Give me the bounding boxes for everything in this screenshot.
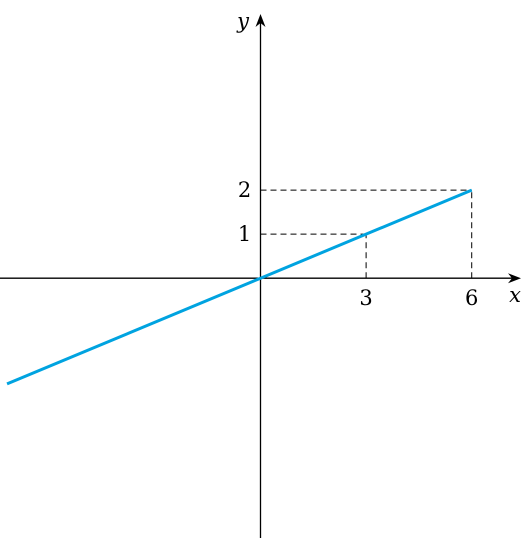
x-tick-label: 6 [465, 286, 478, 310]
y-arrow [255, 14, 266, 27]
x-arrow [508, 273, 521, 284]
y-tick-label: 2 [238, 178, 251, 202]
y-tick-label: 1 [238, 222, 251, 246]
x-axis-label: x [509, 283, 521, 307]
y-axis-label: y [236, 9, 250, 33]
x-tick-label: 3 [359, 286, 372, 310]
line [6, 188, 473, 386]
